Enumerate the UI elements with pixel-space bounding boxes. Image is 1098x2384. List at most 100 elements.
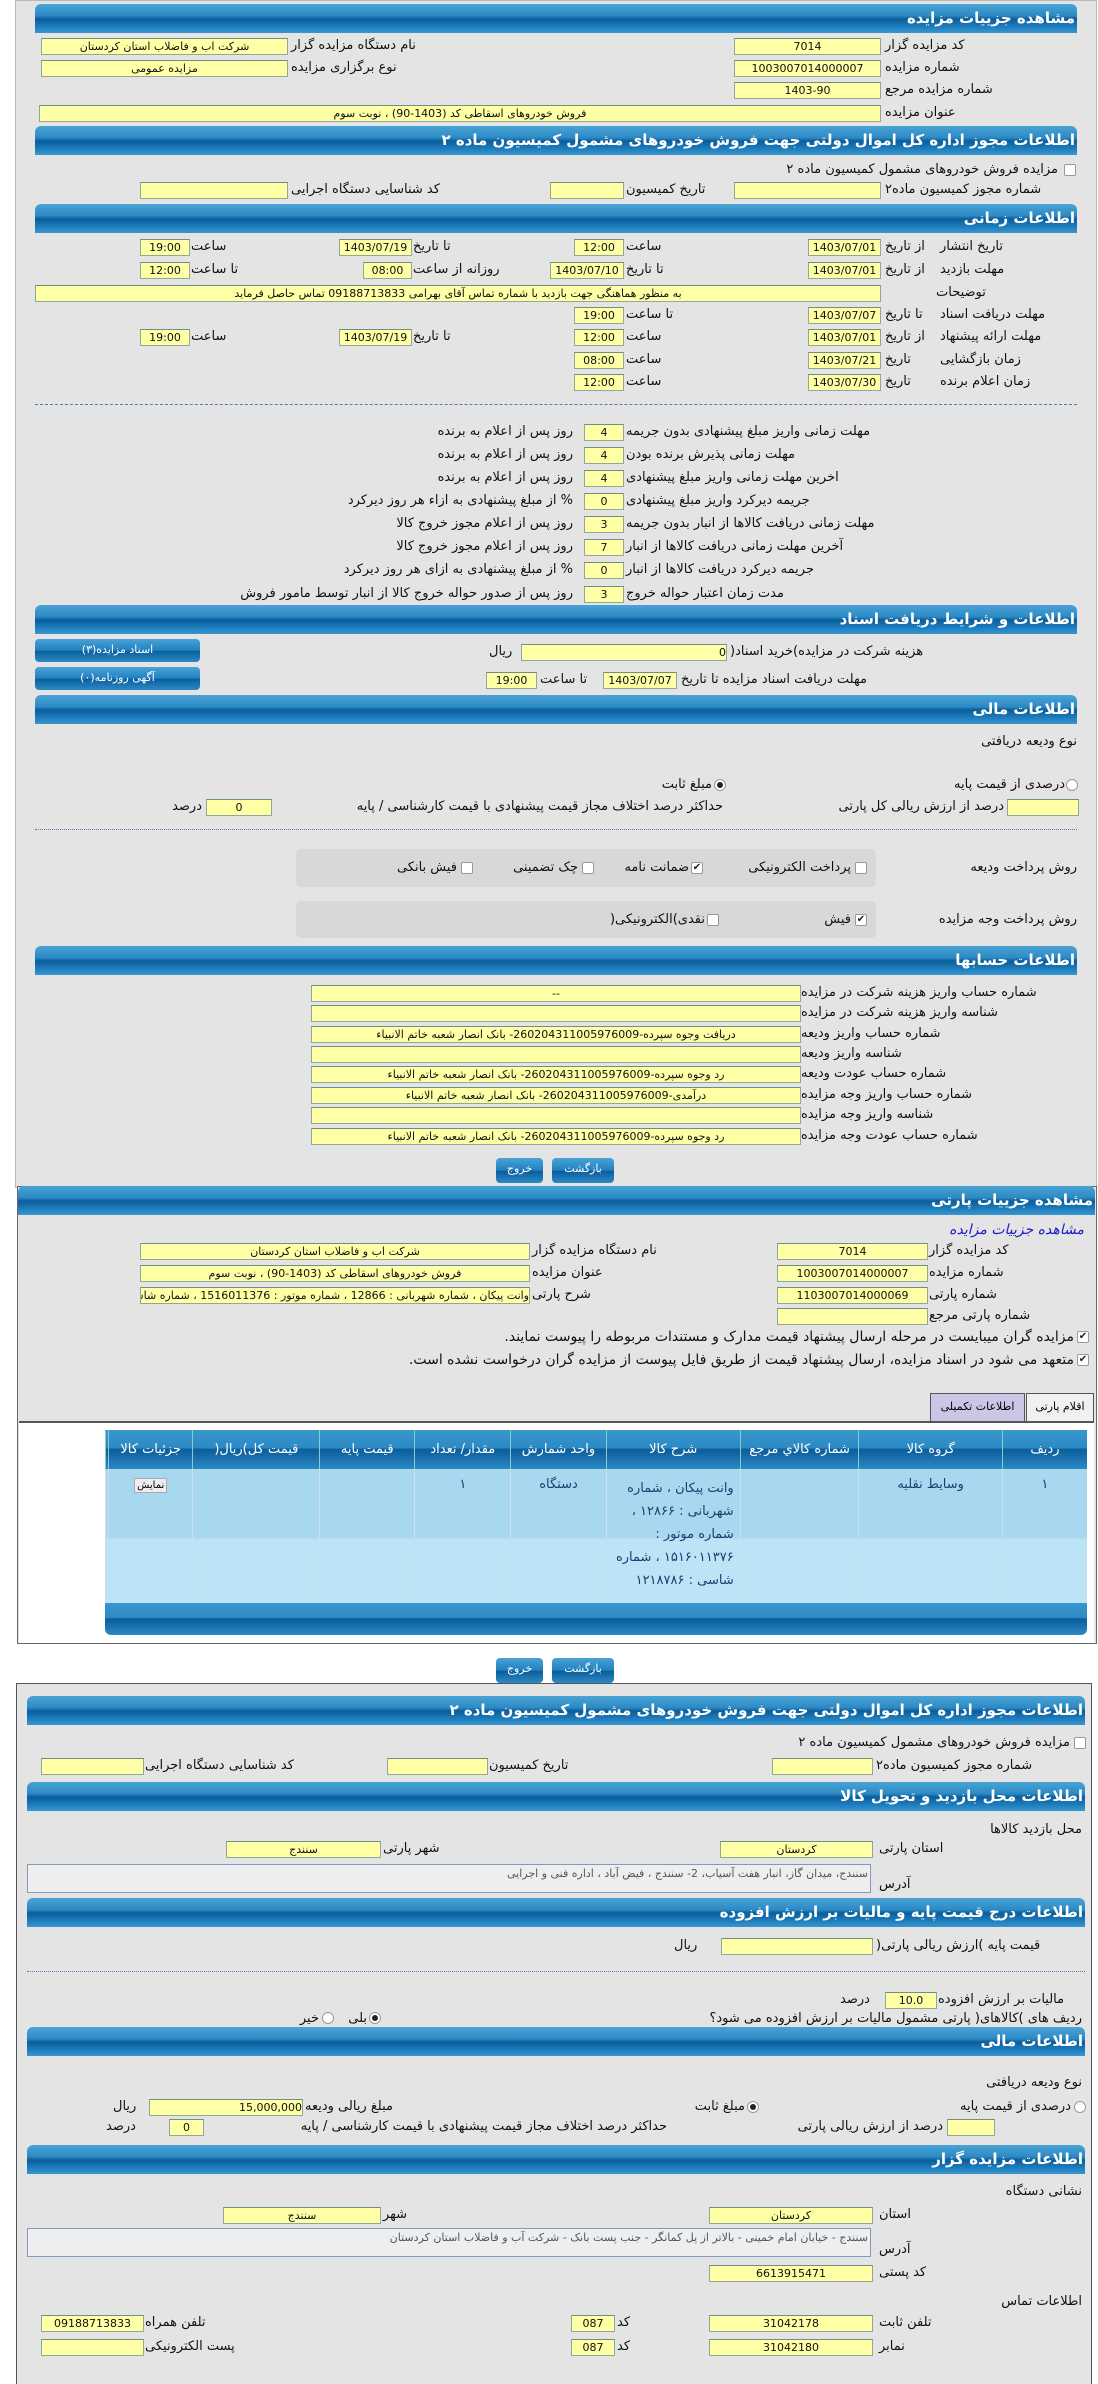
back-button[interactable]: بازگشت <box>552 1658 614 1683</box>
divider <box>35 404 1077 405</box>
payment-method-group <box>296 901 876 938</box>
label: آخرین مهلت زمانی دریافت کالاها از انبار <box>626 539 844 554</box>
table-cell <box>192 1469 320 1603</box>
commission-date-field <box>550 182 624 199</box>
divider <box>35 829 1077 830</box>
label: نشانی دستگاه <box>1005 2184 1082 2199</box>
auction-documents-button[interactable]: اسناد مزایده(۳) <box>35 639 200 662</box>
document-deadline-date: 1403/07/07 <box>603 672 677 689</box>
label: روزانه از ساعت <box>413 262 500 277</box>
back-button[interactable]: بازگشت <box>552 1158 614 1183</box>
label: حداکثر درصد اختلاف مجاز قیمت پیشنهادی با… <box>356 799 723 814</box>
auction-type-field: مزایده عمومی <box>41 60 288 77</box>
label: کد مزایده گزار <box>885 38 965 53</box>
label: ردیف های )کالاهای( پارتی مشمول مالیات بر… <box>709 2011 1082 2026</box>
deposit-method-checkbox[interactable] <box>855 862 867 874</box>
notes-field: به منظور هماهنگی جهت بازدید با شماره تما… <box>35 285 881 302</box>
label: مالیات بر ارزش افزوده <box>938 1992 1065 2007</box>
table-footer <box>105 1603 1087 1635</box>
commission-checkbox[interactable] <box>1064 164 1076 176</box>
auction-subject-field: فروش خودروهای اسقاطی کد (1403-90) ، نوبت… <box>39 105 881 122</box>
label: کد مزایده گزار <box>929 1243 1009 1258</box>
label: نقدی)الکترونیکی( <box>609 912 705 927</box>
column-header: مقدار/ تعداد <box>414 1430 511 1469</box>
fixed-amount-radio[interactable] <box>714 779 726 791</box>
exit-button[interactable]: خروج <box>496 1158 543 1183</box>
label: تا ساعت <box>626 307 674 322</box>
label: شهر پارتی <box>383 1841 440 1856</box>
winner-date: 1403/07/30 <box>808 374 881 391</box>
fax-code-field: 087 <box>571 2339 615 2356</box>
label: شماره حساب عودت ودیعه <box>801 1066 947 1081</box>
label: مهلت بازدید <box>940 262 1005 277</box>
auction-number-field: 1003007014000007 <box>734 60 881 77</box>
commitment-checkbox[interactable]: ✔ <box>1077 1354 1089 1366</box>
ref-number-field: 1403-90 <box>734 82 881 99</box>
percent-radio-2[interactable] <box>1074 2101 1086 2113</box>
commission-checkbox-2[interactable] <box>1074 1737 1086 1749</box>
label: ساعت <box>626 329 662 344</box>
fixed-amount-radio-2[interactable] <box>747 2101 759 2113</box>
section-header-auction: مشاهده جزییات مزایده <box>35 4 1077 33</box>
label: استان پارتی <box>879 1841 944 1856</box>
label: ضمانت نامه <box>624 860 689 875</box>
vat-yes-radio[interactable] <box>369 2012 381 2024</box>
offer-from-time: 12:00 <box>574 329 624 346</box>
label: کد <box>617 2339 631 2354</box>
offer-to-date: 1403/07/19 <box>339 329 412 346</box>
attachment-required-checkbox[interactable]: ✔ <box>1077 1331 1089 1343</box>
permit-number-field <box>734 182 881 199</box>
label: متعهد می شود در اسناد مزایده، ارسال پیشن… <box>408 1352 1074 1368</box>
newspaper-ads-button[interactable]: آگهی روزنامه(۰) <box>35 667 200 690</box>
label: جریمه دیرکرد واریز مبلغ پیشنهادی <box>626 493 810 508</box>
exit-button[interactable]: خروج <box>496 1658 543 1683</box>
percent-radio[interactable] <box>1066 779 1078 791</box>
phone-field: 31042178 <box>709 2315 873 2332</box>
label: آدرس <box>879 2242 911 2257</box>
label: شماره مزایده مرجع <box>885 82 993 97</box>
tab-extra-info[interactable]: اطلاعات تکمیلی <box>930 1393 1025 1422</box>
deposit-method-checkbox[interactable] <box>582 862 594 874</box>
label: ساعت <box>191 329 227 344</box>
vat-no-radio[interactable] <box>322 2012 334 2024</box>
label: مهلت ارائه پیشنهاد <box>940 329 1042 344</box>
visit-address-textarea[interactable]: سنندج، میدان گاز، انبار هفت آسیاب، 2- سن… <box>27 1864 871 1893</box>
docs-to-time: 19:00 <box>574 307 624 324</box>
auction-details-link[interactable]: مشاهده جزییات مزایده <box>949 1222 1084 1238</box>
label: شناسه واریز وجه مزایده <box>801 1107 934 1122</box>
label: روز پس از اعلام مجوز خروج کالا <box>396 539 573 554</box>
postal-code-field: 6613915471 <box>709 2265 873 2282</box>
label: درصدی از قیمت پایه <box>954 777 1065 792</box>
payment-method-checkbox[interactable]: ✔ <box>855 914 867 926</box>
base-price-field <box>721 1938 873 1955</box>
table-cell: دستگاه <box>510 1469 607 1603</box>
deadline-value-field: 4 <box>584 470 624 487</box>
label: اخرین مهلت زمانی واریز مبلغ پیشنهادی <box>626 470 839 485</box>
offer-to-time: 19:00 <box>140 329 190 346</box>
label: روز پس از اعلام به برنده <box>437 470 573 485</box>
label: درصد از ارزش ریالی کل پارتی <box>838 799 1004 814</box>
lot-items-table: ردیف گروه کالا شماره کالاي مرجع شرح کالا واح… <box>105 1430 1087 1603</box>
label: حداکثر درصد اختلاف مجاز قیمت پیشنهادی با… <box>300 2119 667 2134</box>
account-field <box>311 1046 801 1063</box>
lot-ref-field <box>777 1308 928 1325</box>
label: نوع برگزاری مزایده <box>291 60 397 75</box>
payment-method-checkbox[interactable] <box>707 914 719 926</box>
label: درصد <box>106 2119 136 2134</box>
lot-auction-number: 1003007014000007 <box>777 1265 928 1282</box>
label: تا تاریخ <box>413 239 451 254</box>
org-address-textarea[interactable]: سنندج - خیابان امام خمینی - بالاتر از پل… <box>27 2228 871 2257</box>
column-header: قیمت کل)ریال( <box>192 1430 320 1469</box>
permit-number-field-2 <box>772 1758 873 1775</box>
vat-field: 10.0 <box>885 1992 937 2009</box>
tab-lot-items[interactable]: اقلام پارتی <box>1026 1393 1094 1422</box>
label: کد شناسایی دستگاه اجرایی <box>145 1758 294 1773</box>
label: ساعت <box>626 352 662 367</box>
deadline-value-field: 0 <box>584 562 624 579</box>
label: شناسه واریز ودیعه <box>801 1046 902 1061</box>
max-diff-field: 0 <box>206 799 272 816</box>
show-details-button[interactable]: نمایش <box>134 1478 168 1493</box>
deposit-method-checkbox[interactable]: ✔ <box>691 862 703 874</box>
deposit-method-checkbox[interactable] <box>461 862 473 874</box>
